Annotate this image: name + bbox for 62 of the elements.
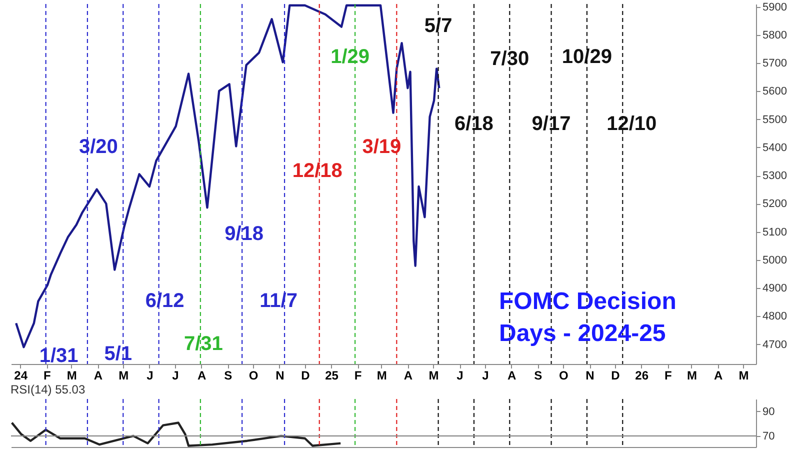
x-tick-label: D bbox=[611, 368, 620, 382]
ref-line-label: 5/1 bbox=[104, 343, 132, 365]
y-tick-label: 5600 bbox=[762, 86, 787, 98]
x-tick-label: A bbox=[94, 368, 103, 382]
ref-line-label: 7/30 bbox=[490, 48, 530, 70]
chart-title: RSI(14) 55.03 bbox=[10, 382, 86, 396]
x-tick-label: O bbox=[248, 368, 258, 382]
y-tick-label: 5200 bbox=[762, 198, 787, 210]
x-tick-label: M bbox=[738, 368, 749, 382]
x-tick-label: N bbox=[276, 368, 284, 382]
x-tick-label: J bbox=[172, 368, 179, 382]
annotation: FOMC Decision Days - 2024-25 bbox=[499, 288, 676, 347]
ref-line-label: 3/20 bbox=[78, 136, 118, 158]
y-tick-label: 5300 bbox=[762, 170, 787, 182]
ref-line-label: 1/29 bbox=[330, 46, 370, 68]
y-tick-label: 70 bbox=[762, 430, 775, 442]
x-tick-label: M bbox=[686, 368, 697, 382]
ref-line-label: 9/17 bbox=[532, 113, 571, 135]
x-tick-label: F bbox=[44, 368, 51, 382]
y-tick-label: 5800 bbox=[762, 29, 787, 42]
y-tick-label: 5100 bbox=[762, 226, 787, 238]
x-tick-label: M bbox=[118, 368, 129, 382]
ref-line-label: 10/29 bbox=[562, 46, 612, 68]
y-tick-label: 5700 bbox=[762, 58, 787, 70]
x-tick-label: D bbox=[301, 368, 310, 382]
x-tick-label: S bbox=[224, 368, 232, 382]
ref-line-label: 5/7 bbox=[424, 15, 452, 37]
x-tick-label: F bbox=[354, 368, 362, 382]
y-tick-label: 5000 bbox=[762, 254, 787, 266]
ref-line-label: 6/12 bbox=[145, 290, 184, 312]
ref-line-label: 11/7 bbox=[260, 290, 298, 312]
y-tick-label: 5400 bbox=[762, 142, 787, 154]
ref-line-label: 3/19 bbox=[362, 136, 402, 158]
ref-line-label: 7/31 bbox=[184, 333, 223, 355]
y-tick-label: 4900 bbox=[762, 282, 787, 295]
ref-line-label: 1/31 bbox=[39, 345, 78, 367]
x-tick-label: S bbox=[534, 368, 542, 382]
ref-line-label: 9/18 bbox=[224, 223, 264, 245]
x-tick-label: J bbox=[146, 368, 154, 382]
x-tick-label: 26 bbox=[635, 368, 649, 382]
x-tick-label: J bbox=[482, 368, 489, 382]
x-tick-label: N bbox=[586, 368, 594, 382]
x-tick-label: M bbox=[376, 368, 387, 382]
y-tick-label: 5900 bbox=[762, 1, 787, 14]
x-tick-label: A bbox=[714, 368, 723, 382]
y-tick-label: 4800 bbox=[762, 310, 787, 323]
x-tick-label: J bbox=[456, 368, 464, 382]
ref-line-label: 12/18 bbox=[292, 160, 342, 182]
y-tick-label: 4700 bbox=[762, 338, 787, 351]
x-tick-label: 24 bbox=[14, 368, 28, 382]
x-tick-label: A bbox=[404, 368, 413, 382]
x-tick-label: A bbox=[197, 368, 206, 382]
x-tick-label: M bbox=[66, 368, 77, 382]
y-tick-label: 90 bbox=[762, 406, 775, 418]
x-tick-label: O bbox=[558, 368, 568, 382]
ref-line-label: 6/18 bbox=[454, 113, 494, 135]
x-tick-label: F bbox=[664, 368, 672, 382]
y-tick-label: 5500 bbox=[762, 114, 787, 126]
x-tick-label: 25 bbox=[325, 368, 339, 382]
ref-line-label: 12/10 bbox=[606, 113, 657, 135]
x-tick-label: M bbox=[428, 368, 439, 382]
x-tick-label: A bbox=[508, 368, 517, 382]
